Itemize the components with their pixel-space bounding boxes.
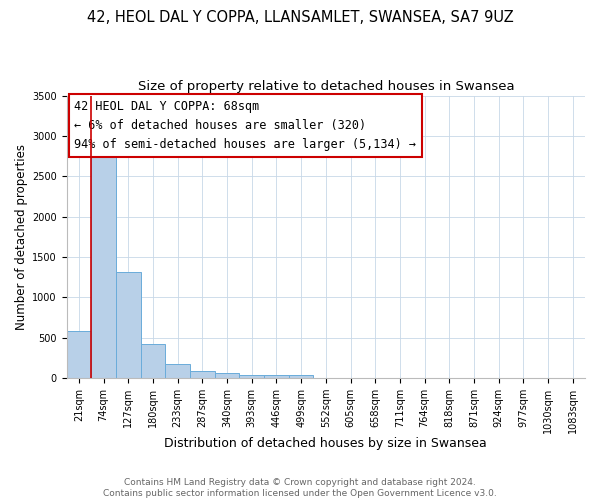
Bar	[264, 375, 289, 378]
X-axis label: Distribution of detached houses by size in Swansea: Distribution of detached houses by size …	[164, 437, 487, 450]
Bar	[166, 364, 190, 378]
Bar	[239, 374, 264, 378]
Bar	[91, 144, 116, 378]
Bar	[289, 376, 313, 378]
Bar	[116, 272, 140, 378]
Bar	[190, 371, 215, 378]
Bar	[215, 374, 239, 378]
Text: 42 HEOL DAL Y COPPA: 68sqm
← 6% of detached houses are smaller (320)
94% of semi: 42 HEOL DAL Y COPPA: 68sqm ← 6% of detac…	[74, 100, 416, 151]
Title: Size of property relative to detached houses in Swansea: Size of property relative to detached ho…	[137, 80, 514, 93]
Y-axis label: Number of detached properties: Number of detached properties	[15, 144, 28, 330]
Text: Contains HM Land Registry data © Crown copyright and database right 2024.
Contai: Contains HM Land Registry data © Crown c…	[103, 478, 497, 498]
Bar	[67, 331, 91, 378]
Text: 42, HEOL DAL Y COPPA, LLANSAMLET, SWANSEA, SA7 9UZ: 42, HEOL DAL Y COPPA, LLANSAMLET, SWANSE…	[86, 10, 514, 25]
Bar	[140, 344, 166, 378]
